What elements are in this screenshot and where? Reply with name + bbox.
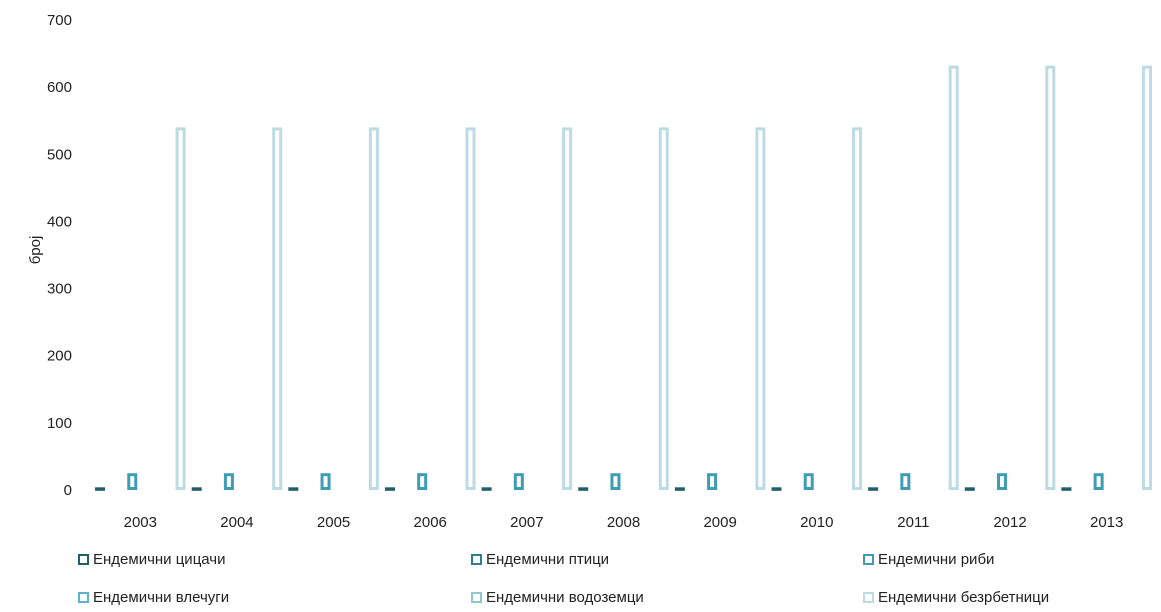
bar xyxy=(1061,487,1072,491)
bar xyxy=(674,487,685,491)
bar xyxy=(771,487,782,491)
bar xyxy=(578,487,589,491)
y-tick-label: 100 xyxy=(47,415,72,432)
legend-label-invertebrates: Ендемични безрбетници xyxy=(878,589,1050,606)
legend-swatch-fish xyxy=(863,554,874,565)
bar xyxy=(417,473,428,491)
bar xyxy=(900,473,911,491)
chart: број 0 100 200 300 400 500 600 700 2003 2004 2005… xyxy=(27,12,1152,531)
bar xyxy=(368,127,379,491)
y-tick-label: 600 xyxy=(47,79,72,96)
y-tick-label: 700 xyxy=(47,12,72,29)
bar xyxy=(288,487,299,491)
legend-label-fish: Ендемични риби xyxy=(878,551,995,568)
x-tick-label: 2008 xyxy=(607,514,640,531)
legend-item-amphibians: Ендемични водоземци xyxy=(471,589,644,606)
bar xyxy=(1045,65,1056,491)
legend: Ендемични цицачи Ендемични птици Ендемич… xyxy=(0,545,1161,606)
x-tick-label: 2010 xyxy=(800,514,833,531)
bar xyxy=(1141,65,1152,491)
y-tick-label: 300 xyxy=(47,281,72,298)
legend-label-amphibians: Ендемични водоземци xyxy=(486,589,644,606)
bar xyxy=(755,127,766,491)
bar xyxy=(658,127,669,491)
bar xyxy=(948,65,959,491)
x-tick-label: 2003 xyxy=(124,514,157,531)
y-tick-label: 0 xyxy=(64,482,72,499)
x-axis-ticks: 2003 2004 2005 2006 2007 2008 2009 2010 2011 2012… xyxy=(124,514,1124,531)
bar xyxy=(996,473,1007,491)
bar xyxy=(384,487,395,491)
legend-item-reptiles: Ендемични влечуги xyxy=(78,589,229,606)
bar xyxy=(852,127,863,491)
legend-item-birds: Ендемични птици xyxy=(471,551,609,568)
legend-swatch-birds xyxy=(471,554,482,565)
legend-item-fish: Ендемични риби xyxy=(863,551,994,568)
legend-item-invertebrates: Ендемични безрбетници xyxy=(863,589,1049,606)
legend-swatch-amphibians xyxy=(471,592,482,603)
x-tick-label: 2013 xyxy=(1090,514,1123,531)
legend-label-reptiles: Ендемични влечуги xyxy=(93,589,230,606)
bar xyxy=(868,487,879,491)
legend-label-mammals: Ендемични цицачи xyxy=(93,551,226,568)
bar xyxy=(320,473,331,491)
x-tick-label: 2012 xyxy=(993,514,1026,531)
x-tick-label: 2011 xyxy=(897,514,929,531)
bar xyxy=(707,473,718,491)
legend-swatch-invertebrates xyxy=(863,592,874,603)
bar xyxy=(610,473,621,491)
x-tick-label: 2004 xyxy=(220,514,253,531)
bar xyxy=(803,473,814,491)
bars xyxy=(95,65,1152,491)
bar xyxy=(513,473,524,491)
bar xyxy=(175,127,186,491)
bar xyxy=(481,487,492,491)
legend-label-birds: Ендемични птици xyxy=(486,551,610,568)
y-tick-label: 200 xyxy=(47,348,72,365)
x-tick-label: 2009 xyxy=(703,514,736,531)
y-axis-ticks: 0 100 200 300 400 500 600 700 xyxy=(47,12,72,499)
y-axis-label: број xyxy=(27,236,44,265)
legend-swatch-reptiles xyxy=(78,592,89,603)
x-tick-label: 2006 xyxy=(414,514,447,531)
bar xyxy=(465,127,476,491)
bar xyxy=(127,473,138,491)
bar xyxy=(964,487,975,491)
x-tick-label: 2007 xyxy=(510,514,543,531)
bar xyxy=(1093,473,1104,491)
bar xyxy=(562,127,573,491)
y-tick-label: 400 xyxy=(47,213,72,230)
bar xyxy=(272,127,283,491)
y-tick-label: 500 xyxy=(47,146,72,163)
bar xyxy=(191,487,202,491)
legend-item-mammals: Ендемични цицачи xyxy=(78,551,226,568)
legend-swatch-mammals xyxy=(78,554,89,565)
bar xyxy=(95,487,106,491)
bar xyxy=(223,473,234,491)
x-tick-label: 2005 xyxy=(317,514,350,531)
